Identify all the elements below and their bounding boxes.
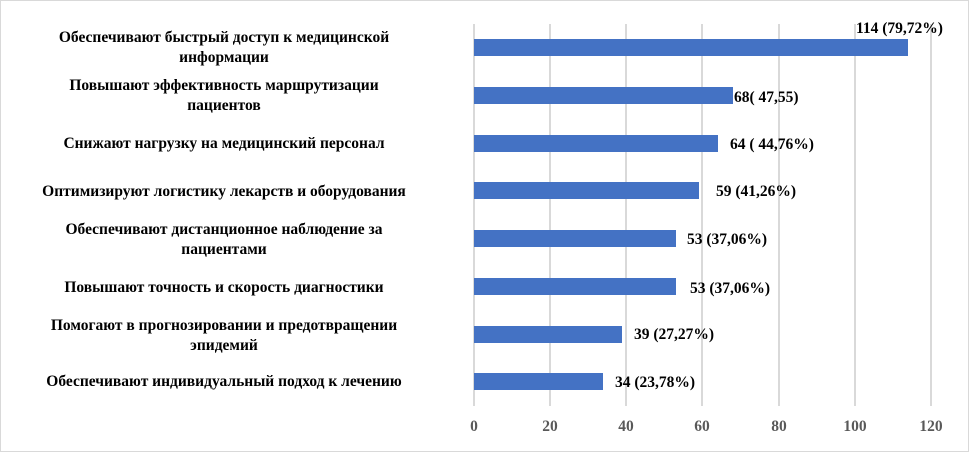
category-label-1: Повышают эффективность маршрутизации пац… [0,76,459,116]
bar-3 [474,182,699,199]
gridline-0 [473,24,475,406]
category-label-line: Обеспечивают быстрый доступ к медицинско… [58,29,390,46]
category-label-4: Обеспечивают дистанционное наблюдение за… [0,220,459,260]
gridline-120 [930,24,932,406]
category-label-3: Оптимизируют логистику лекарств и оборуд… [0,182,459,202]
bar-4 [474,230,676,247]
gridline-100 [854,24,856,406]
category-label-line: пациентами [181,241,267,258]
bar-6 [474,326,622,343]
bar-1 [474,87,733,104]
category-label-6: Помогают в прогнозировании и предотвраще… [0,316,459,356]
data-label-1: 68( 47,55) [734,89,799,106]
category-label-line: Повышают точность и скорость диагностики [64,279,384,296]
bar-0 [474,39,908,56]
category-label-line: Обеспечивают дистанционное наблюдение за [65,221,383,238]
x-tick-40: 40 [618,418,634,435]
x-tick-120: 120 [919,418,943,435]
category-label-5: Повышают точность и скорость диагностики [0,278,459,298]
bar-5 [474,278,676,295]
category-label-line: эпидемий [190,337,258,354]
x-tick-20: 20 [542,418,558,435]
x-tick-100: 100 [843,418,867,435]
gridline-20 [549,24,551,406]
plot-area: 114 (79,72%) 68( 47,55) 64 ( 44,76%) 59 … [473,20,954,406]
category-label-line: Снижают нагрузку на медицинский персонал [63,135,385,152]
data-label-4: 53 (37,06%) [687,231,768,248]
x-tick-60: 60 [694,418,710,435]
gridline-60 [701,24,703,406]
x-tick-0: 0 [470,418,478,435]
data-label-0: 114 (79,72%) [856,20,943,37]
category-label-line: Обеспечивают индивидуальный подход к леч… [46,373,402,390]
category-label-line: Помогают в прогнозировании и предотвраще… [50,317,398,334]
category-label-line: Повышают эффективность маршрутизации [69,77,379,94]
data-label-3: 59 (41,26%) [716,183,797,200]
data-label-2: 64 ( 44,76%) [730,136,814,153]
category-label-line: информации [179,49,269,66]
gridline-40 [625,24,627,406]
category-label-7: Обеспечивают индивидуальный подход к леч… [0,372,459,392]
bar-7 [474,373,603,390]
data-label-6: 39 (27,27%) [634,326,715,343]
category-label-2: Снижают нагрузку на медицинский персонал [0,134,459,154]
data-label-5: 53 (37,06%) [690,280,771,297]
category-label-line: пациентов [187,97,261,114]
gridline-80 [778,24,780,406]
category-label-line: Оптимизируют логистику лекарств и оборуд… [42,183,406,200]
data-label-7: 34 (23,78%) [615,374,696,391]
bar-2 [474,135,718,152]
x-tick-80: 80 [771,418,787,435]
category-label-0: Обеспечивают быстрый доступ к медицинско… [0,28,459,68]
